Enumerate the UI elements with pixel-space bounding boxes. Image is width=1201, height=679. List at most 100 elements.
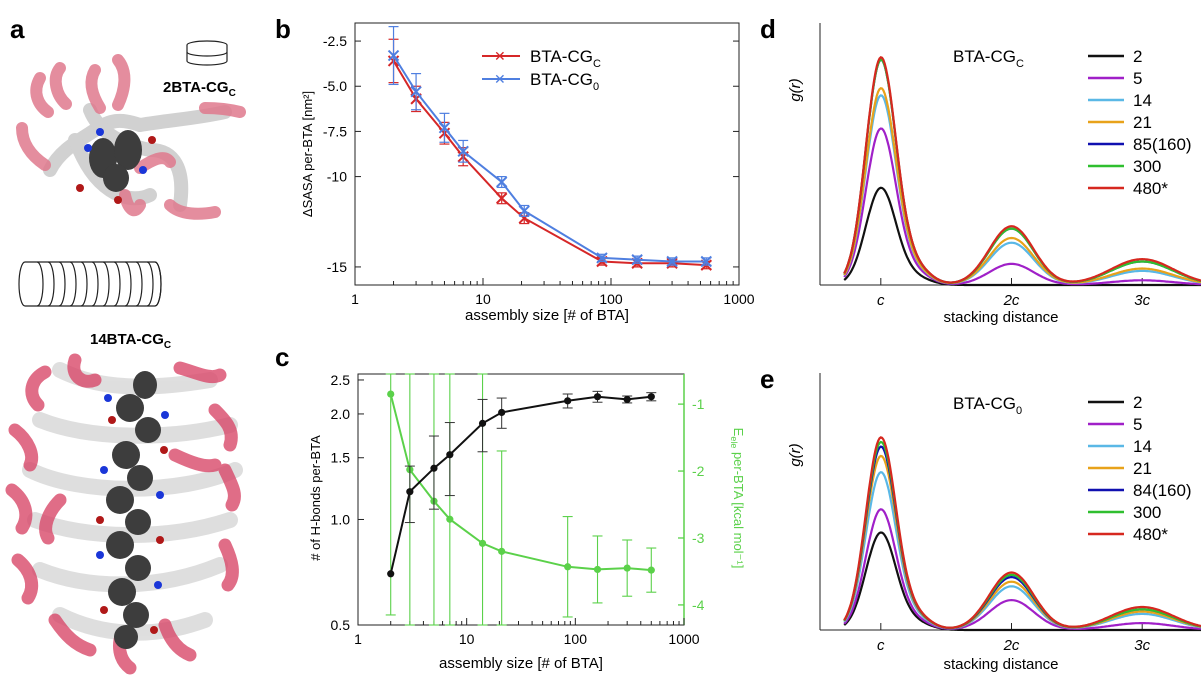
y2-tick-label: -3 — [692, 530, 705, 546]
legend-label: 14 — [1133, 91, 1152, 110]
panel-d-legend: 2 5 14 21 85(160) 300 480* — [1088, 47, 1192, 198]
panel-e-series — [843, 436, 1201, 632]
fiber-stack-icon — [18, 261, 162, 307]
legend-label: 2 — [1133, 393, 1142, 412]
panel-c-letter: c — [275, 342, 289, 372]
x-tick-label: 1000 — [723, 291, 754, 307]
legend-label: 84(160) — [1133, 481, 1192, 500]
data-point — [495, 192, 508, 204]
panel-c: c 0.5 1.0 1.5 2.0 2.5 -1 -2 -3 -4 1 10 100 1000 # … — [275, 342, 746, 672]
series-line-1 — [392, 60, 707, 267]
y-tick-label: 1.5 — [331, 450, 351, 466]
panel-b-series — [387, 26, 712, 271]
panel-b: b -2.5 -5.0 -7.5 -10 -15 1 10 100 1000 ΔSASA pe… — [275, 14, 755, 324]
data-point — [631, 253, 643, 266]
y-tick-label: 2.0 — [331, 406, 351, 422]
energy-data-point — [593, 565, 602, 574]
panel-e-y-label: g(r) — [787, 443, 804, 466]
panel-d-x-label: stacking distance — [943, 309, 1058, 326]
x-tick-label: 100 — [599, 291, 623, 307]
panel-d-series — [843, 56, 1201, 287]
data-point — [518, 205, 530, 217]
hbond-series-line — [389, 395, 652, 575]
fiber-molecule-image — [5, 353, 243, 675]
y2-tick-label: -1 — [692, 396, 705, 412]
y-tick-label: -10 — [327, 169, 347, 185]
legend-label: 14 — [1133, 437, 1152, 456]
panel-b-y-label: ΔSASA per-BTA [nm²] — [300, 91, 315, 217]
y-tick-label: -5.0 — [323, 78, 347, 94]
legend-label: 480* — [1133, 525, 1168, 544]
panel-c-series — [385, 373, 657, 626]
panel-b-plot-frame — [354, 22, 740, 286]
hbond-data-point — [564, 397, 572, 405]
rdf-curve-2 — [843, 186, 1201, 287]
hbond-data-point — [647, 393, 655, 401]
hbond-data-point — [387, 570, 395, 578]
panel-c-y-label: # of H-bonds per-BTA — [308, 435, 323, 561]
data-point — [457, 145, 469, 157]
panel-d-x-ticks: c 2c 3c — [877, 278, 1151, 309]
legend-label: 300 — [1133, 157, 1161, 176]
hbond-data-point — [623, 395, 631, 404]
hbond-data-point — [478, 419, 487, 427]
legend-label: 480* — [1133, 179, 1168, 198]
panel-c-y-ticks: 0.5 1.0 1.5 2.0 2.5 — [331, 372, 364, 633]
x-tick-label: 2c — [1003, 292, 1020, 309]
data-point — [438, 122, 451, 134]
panel-e-letter: e — [760, 364, 774, 394]
panel-e-x-ticks: c 2c 3c — [877, 623, 1151, 654]
panel-a: a 2BTA-CGC — [5, 14, 246, 675]
panel-c-x-ticks: 1 10 100 1000 — [354, 618, 700, 647]
x-tick-label: 3c — [1134, 637, 1150, 654]
y-tick-label: -15 — [327, 259, 347, 275]
panel-b-legend-series-2: BTA-CG0 — [530, 70, 599, 93]
y-tick-label: -7.5 — [323, 123, 347, 139]
panel-b-y-ticks: -2.5 -5.0 -7.5 -10 -15 — [323, 33, 739, 275]
data-point — [666, 255, 678, 268]
panel-e-x-label: stacking distance — [943, 656, 1058, 673]
energy-data-point — [623, 564, 631, 572]
hbond-data-point — [593, 393, 602, 401]
y-tick-label: 1.0 — [331, 511, 351, 527]
dimer-label: 2BTA-CGC — [163, 79, 236, 99]
panel-d: d c 2c 3c g(r) stacking distance BTA-CGC 2… — [760, 14, 1201, 326]
panel-d-letter: d — [760, 14, 776, 44]
y2-tick-label: -4 — [692, 597, 705, 613]
rdf-curve-5 — [843, 508, 1201, 630]
x-tick-label: 100 — [564, 631, 588, 647]
legend-x-marker-red: ✕ — [494, 48, 506, 64]
fiber-label: 14BTA-CGC — [90, 331, 171, 351]
panel-b-legend: ✕ BTA-CGC ✕ BTA-CG0 — [482, 47, 601, 93]
legend-label: 2 — [1133, 47, 1142, 66]
hbond-data-point — [430, 464, 438, 472]
legend-label: 85(160) — [1133, 135, 1192, 154]
panel-b-legend-series-1: BTA-CGC — [530, 47, 601, 70]
panel-c-y2-ticks: -1 -2 -3 -4 — [678, 396, 705, 613]
hbond-data-point — [446, 451, 454, 459]
energy-data-point — [446, 515, 454, 523]
panel-c-x-label: assembly size [# of BTA] — [439, 655, 603, 672]
x-tick-label: 3c — [1134, 292, 1150, 309]
data-point — [410, 85, 422, 98]
panel-e-legend-title: BTA-CG0 — [953, 394, 1022, 417]
x-tick-label: 10 — [475, 291, 491, 307]
x-tick-label: 1000 — [668, 631, 699, 647]
y2-tick-label: -2 — [692, 463, 705, 479]
rdf-curve-21 — [843, 86, 1201, 284]
hbond-data-point — [498, 408, 506, 417]
y-tick-label: 0.5 — [331, 617, 351, 633]
x-tick-label: 10 — [459, 631, 475, 647]
x-tick-label: c — [877, 637, 885, 654]
panel-b-x-label: assembly size [# of BTA] — [465, 307, 629, 324]
energy-data-point — [564, 563, 572, 571]
dimer-molecule-image — [16, 54, 246, 220]
panel-d-y-label: g(r) — [787, 78, 804, 101]
panel-c-plot-frame — [357, 373, 685, 626]
rdf-curve-480* — [843, 56, 1201, 284]
panel-a-letter: a — [10, 14, 25, 44]
panel-b-x-ticks: 1 10 100 1000 — [351, 278, 755, 307]
data-point — [700, 255, 712, 268]
legend-label: 5 — [1133, 415, 1142, 434]
